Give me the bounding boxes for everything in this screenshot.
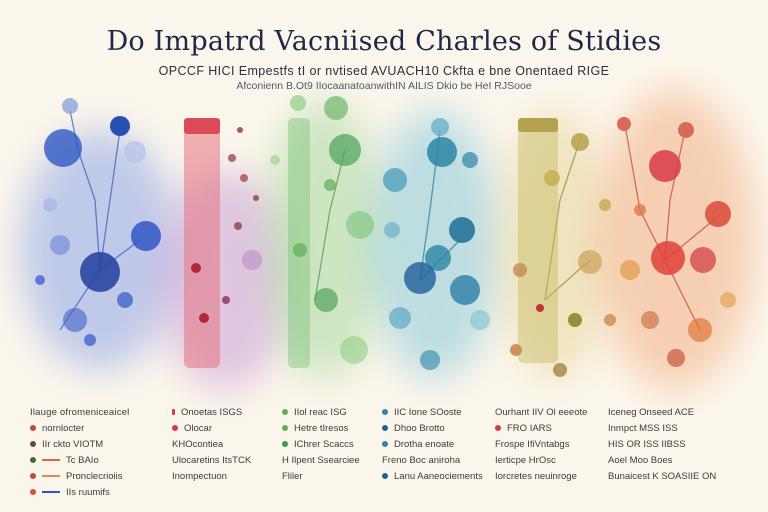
marker-line — [42, 459, 60, 461]
marker-dot — [382, 473, 388, 479]
legend-row: Frospe IfiVntabgs — [495, 438, 570, 450]
marker-dot — [30, 489, 36, 495]
legend-orange: Iceneg Onseed ACE Inmpct MSS ISS HIS OR … — [608, 404, 746, 504]
marker-dot — [282, 409, 288, 415]
subtitle-line-2: Afconienn B.Ot9 IIocaanatoanwithIN AILIS… — [236, 80, 532, 92]
legend-red: Onoetas ISGS Olocar KHOcontiea Ulocareti… — [172, 404, 282, 504]
legend-blue: Ilauge ofromeniceaicel nornlocter IIr ck… — [30, 404, 170, 504]
marker-tick — [172, 409, 175, 415]
legend-row: IIs ruumifs — [30, 484, 170, 500]
legend-row: Lanu Aaneociements — [382, 468, 488, 484]
legend-row: Fliler — [282, 470, 303, 482]
legend-row: Bunaicest K SOASIIE ON — [608, 470, 717, 482]
legend-row: Ierticpe HrOsc — [495, 454, 556, 466]
legend-row: KHOcontiea — [172, 438, 224, 450]
marker-dot — [282, 425, 288, 431]
legend-row: IIr ckto VIOTM — [30, 436, 170, 452]
legend-row: Drotha enoate — [382, 436, 488, 452]
legend-row: FRO IARS — [495, 420, 607, 436]
marker-line — [42, 491, 60, 493]
test-tubes — [184, 118, 558, 368]
subtitle-line-1: OPCCF HICI Empestfs tI or nvtised AVUACH… — [158, 64, 610, 78]
marker-dot — [282, 441, 288, 447]
legend-row: Inmpct MSS ISS — [608, 422, 678, 434]
marker-dot — [30, 457, 36, 463]
red-tube-cap — [184, 118, 220, 134]
olive-tube — [518, 118, 558, 363]
legend-row: HIS OR ISS IIBSS — [608, 438, 686, 450]
olive-wash — [500, 110, 610, 380]
marker-dot — [382, 409, 388, 415]
molecule-stems — [59, 109, 721, 331]
legend-row: IIC Ione SOoste — [382, 404, 488, 420]
legend-olive: Ourhant IIV Ol eeeote FRO IARS Frospe If… — [495, 404, 607, 504]
marker-line — [42, 475, 60, 477]
legend-green: IIol reac ISG Hetre tIresos IChrer Scacc… — [282, 404, 382, 504]
molecule-bubbles — [35, 95, 736, 377]
legend-row: H Ilpent Ssearciee — [282, 454, 360, 466]
legend-row: nornlocter — [30, 420, 170, 436]
legend-row: Iceneg Onseed ACE — [608, 406, 695, 418]
marker-dot — [495, 425, 501, 431]
legend-row: IChrer Scaccs — [282, 436, 382, 452]
marker-dot — [30, 425, 36, 431]
page-title: Do Impatrd Vacniised Charles of Stidies — [106, 26, 662, 57]
marker-dot — [30, 441, 36, 447]
legend-row: Olocar — [172, 420, 282, 436]
legend-row: Dhoo Brotto — [382, 420, 488, 436]
olive-tube-cap — [518, 118, 558, 132]
marker-dot — [172, 425, 178, 431]
red-tube — [184, 118, 220, 368]
legend-row: Ulocaretins ItsTCK — [172, 454, 252, 466]
legend-row: Iorcretes neuinroge — [495, 470, 577, 482]
legend-row: Aoel Moo Boes — [608, 454, 673, 466]
legend-row: Onoetas ISGS — [172, 404, 282, 420]
blue-wash — [20, 130, 180, 370]
orange-wash — [595, 90, 755, 390]
legend-row: Inompectuon — [172, 470, 227, 482]
legend-row: Tc BAIo — [30, 452, 170, 468]
legend-row: Ilauge ofromeniceaicel — [30, 406, 130, 418]
marker-dot — [30, 473, 36, 479]
legend-row: Ourhant IIV Ol eeeote — [495, 406, 588, 418]
marker-dot — [382, 425, 388, 431]
legend-teal: IIC Ione SOoste Dhoo Brotto Drotha enoat… — [382, 404, 488, 504]
green-tube — [288, 118, 310, 368]
legend-row: IIol reac ISG — [282, 404, 382, 420]
legend-row: Freno Boc aniroha — [382, 454, 461, 466]
marker-dot — [382, 441, 388, 447]
legend-row: Hetre tIresos — [282, 420, 382, 436]
legend-row: Pronclecrioiis — [30, 468, 170, 484]
